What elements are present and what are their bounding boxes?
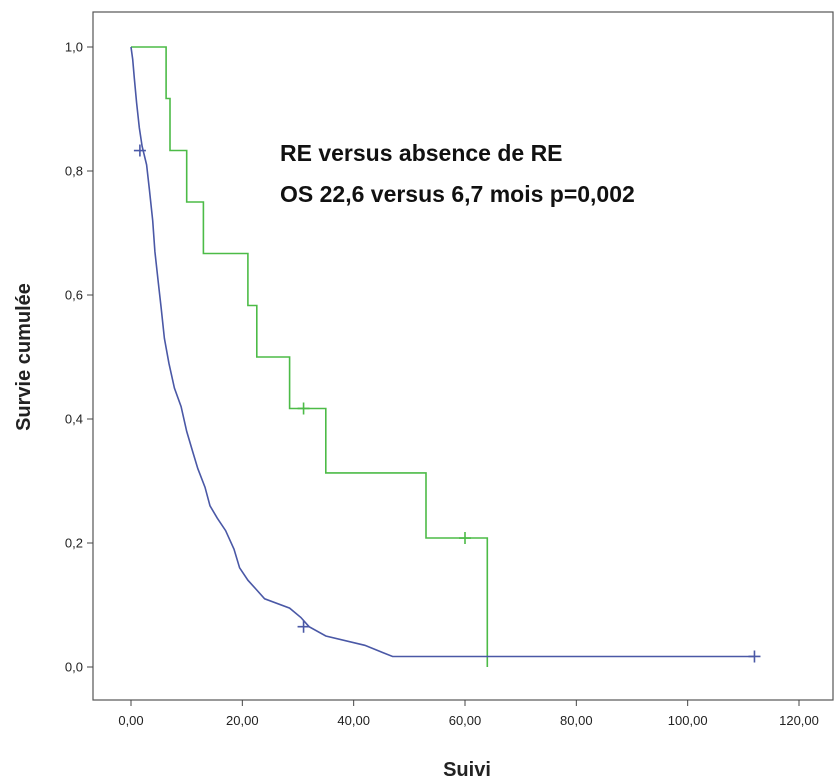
x-tick-label: 20,00 bbox=[226, 713, 259, 728]
censor-mark bbox=[133, 144, 146, 157]
censor-mark bbox=[748, 650, 761, 663]
y-tick-label: 0,0 bbox=[65, 660, 83, 675]
y-tick-label: 0,2 bbox=[65, 536, 83, 551]
censor-mark bbox=[459, 532, 471, 545]
y-axis-title: Survie cumulée bbox=[13, 283, 35, 431]
censor-mark bbox=[297, 620, 310, 633]
y-tick-label: 0,4 bbox=[65, 412, 83, 427]
annotation-line-2: OS 22,6 versus 6,7 mois p=0,002 bbox=[280, 181, 635, 207]
axes: 0,0 0,2 0,4 0,6 0,8 1,0 0,00 20,00 40,00 60,00 80,… bbox=[65, 40, 819, 729]
x-tick-label: 0,00 bbox=[118, 713, 143, 728]
x-tick-label: 120,00 bbox=[779, 713, 819, 728]
x-tick-label: 80,00 bbox=[560, 713, 593, 728]
x-tick-label: 60,00 bbox=[449, 713, 482, 728]
plot-frame bbox=[92, 11, 834, 701]
x-axis-title: Suivi bbox=[443, 759, 491, 781]
y-tick-label: 0,6 bbox=[65, 288, 83, 303]
x-tick-label: 100,00 bbox=[668, 713, 708, 728]
annotation-line-1: RE versus absence de RE bbox=[280, 140, 563, 166]
y-tick-label: 0,8 bbox=[65, 164, 83, 179]
survival-curve-1 bbox=[131, 46, 489, 667]
y-tick-label: 1,0 bbox=[65, 40, 83, 55]
survival-curve-2 bbox=[130, 46, 755, 658]
censor-mark bbox=[297, 402, 310, 415]
series-layer bbox=[130, 46, 761, 667]
x-tick-label: 40,00 bbox=[337, 713, 370, 728]
